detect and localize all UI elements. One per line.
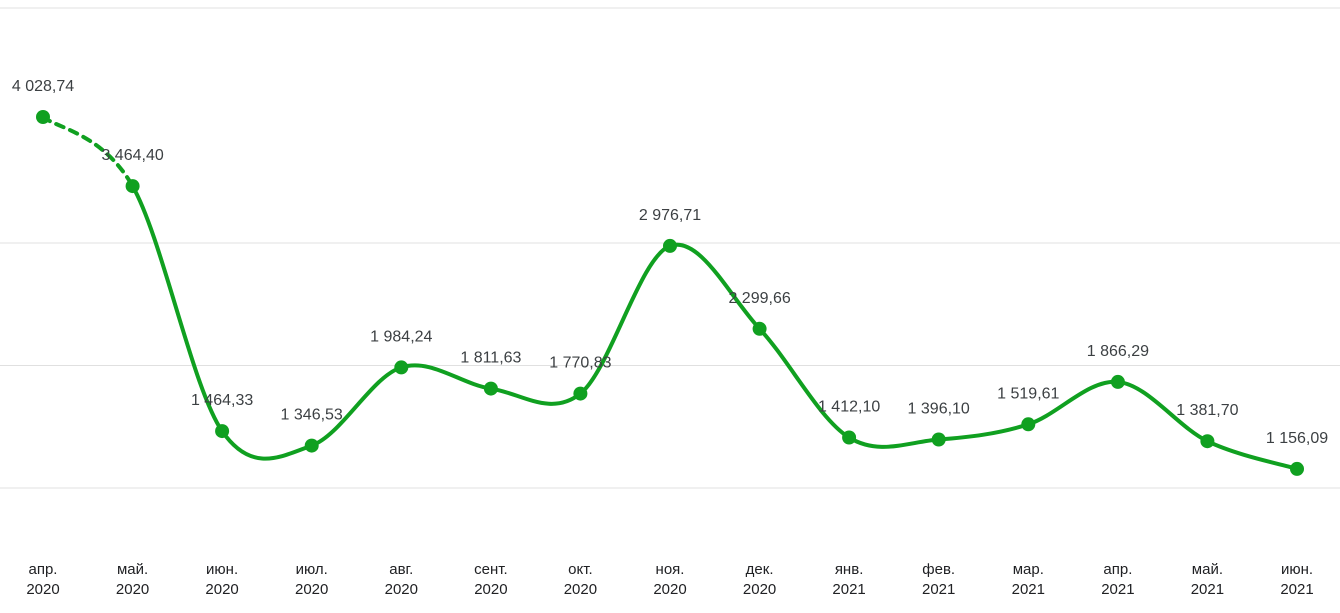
data-point[interactable] xyxy=(752,321,767,336)
data-label: 1 412,10 xyxy=(818,399,880,416)
x-axis-label-year: 2021 xyxy=(832,581,865,598)
data-point[interactable] xyxy=(1110,374,1125,389)
x-axis-label-month: июл. xyxy=(296,561,328,578)
x-axis-label-year: 2020 xyxy=(385,581,418,598)
data-point[interactable] xyxy=(215,424,230,439)
data-point[interactable] xyxy=(573,386,588,401)
data-point[interactable] xyxy=(1290,461,1304,476)
data-point[interactable] xyxy=(304,438,319,453)
data-point[interactable] xyxy=(1200,434,1215,449)
data-label: 2 976,71 xyxy=(639,207,701,224)
x-axis-label-year: 2021 xyxy=(1280,581,1313,598)
x-axis-label-year: 2021 xyxy=(1012,581,1045,598)
series-line xyxy=(130,184,1299,471)
data-label: 4 028,74 xyxy=(12,78,74,95)
x-axis-label-month: апр. xyxy=(29,561,58,578)
data-label: 1 519,61 xyxy=(997,385,1059,402)
x-axis-label-month: июн. xyxy=(1281,561,1313,578)
x-axis-label-year: 2021 xyxy=(1191,581,1224,598)
data-label: 1 770,83 xyxy=(549,355,611,372)
x-axis-label-year: 2020 xyxy=(743,581,776,598)
data-label: 1 464,33 xyxy=(191,392,253,409)
data-label: 1 381,70 xyxy=(1176,402,1238,419)
data-label: 1 156,09 xyxy=(1266,430,1328,447)
data-point[interactable] xyxy=(483,381,498,396)
x-axis-label-month: ноя. xyxy=(656,561,685,578)
x-axis-label-year: 2021 xyxy=(922,581,955,598)
x-axis-label-month: май. xyxy=(117,561,148,578)
x-axis-label-month: мар. xyxy=(1013,561,1044,578)
data-point[interactable] xyxy=(931,432,946,447)
x-axis-label-month: фев. xyxy=(922,561,955,578)
x-axis-label-month: июн. xyxy=(206,561,238,578)
data-label: 1 984,24 xyxy=(370,328,432,345)
x-axis-label-month: апр. xyxy=(1103,561,1132,578)
data-label: 1 811,63 xyxy=(460,350,521,367)
data-label: 1 866,29 xyxy=(1087,343,1149,360)
x-axis-label-month: дек. xyxy=(746,561,774,578)
x-axis-label-year: 2020 xyxy=(26,581,59,598)
series-line-dashed-segment xyxy=(41,115,135,189)
data-label: 2 299,66 xyxy=(728,290,790,307)
data-point[interactable] xyxy=(125,179,140,194)
data-point[interactable] xyxy=(394,360,409,375)
data-point[interactable] xyxy=(1021,417,1036,432)
x-axis-label-month: май. xyxy=(1192,561,1223,578)
data-label: 1 396,10 xyxy=(908,401,970,418)
x-axis-label-month: янв. xyxy=(835,561,864,578)
data-point[interactable] xyxy=(663,238,677,253)
x-axis-label-year: 2020 xyxy=(564,581,597,598)
x-axis-label-year: 2020 xyxy=(653,581,686,598)
x-axis-label-year: 2020 xyxy=(116,581,149,598)
x-axis-label-year: 2020 xyxy=(205,581,238,598)
x-axis-label-month: сент. xyxy=(474,561,508,578)
x-axis-label-month: окт. xyxy=(568,561,592,578)
data-label: 3 464,40 xyxy=(101,147,163,164)
data-point[interactable] xyxy=(842,430,857,445)
x-axis-label-month: авг. xyxy=(389,561,413,578)
data-point[interactable] xyxy=(36,110,50,124)
x-axis-label-year: 2021 xyxy=(1101,581,1134,598)
x-axis-label-year: 2020 xyxy=(295,581,328,598)
x-axis-label-year: 2020 xyxy=(474,581,507,598)
data-label: 1 346,53 xyxy=(281,407,343,424)
